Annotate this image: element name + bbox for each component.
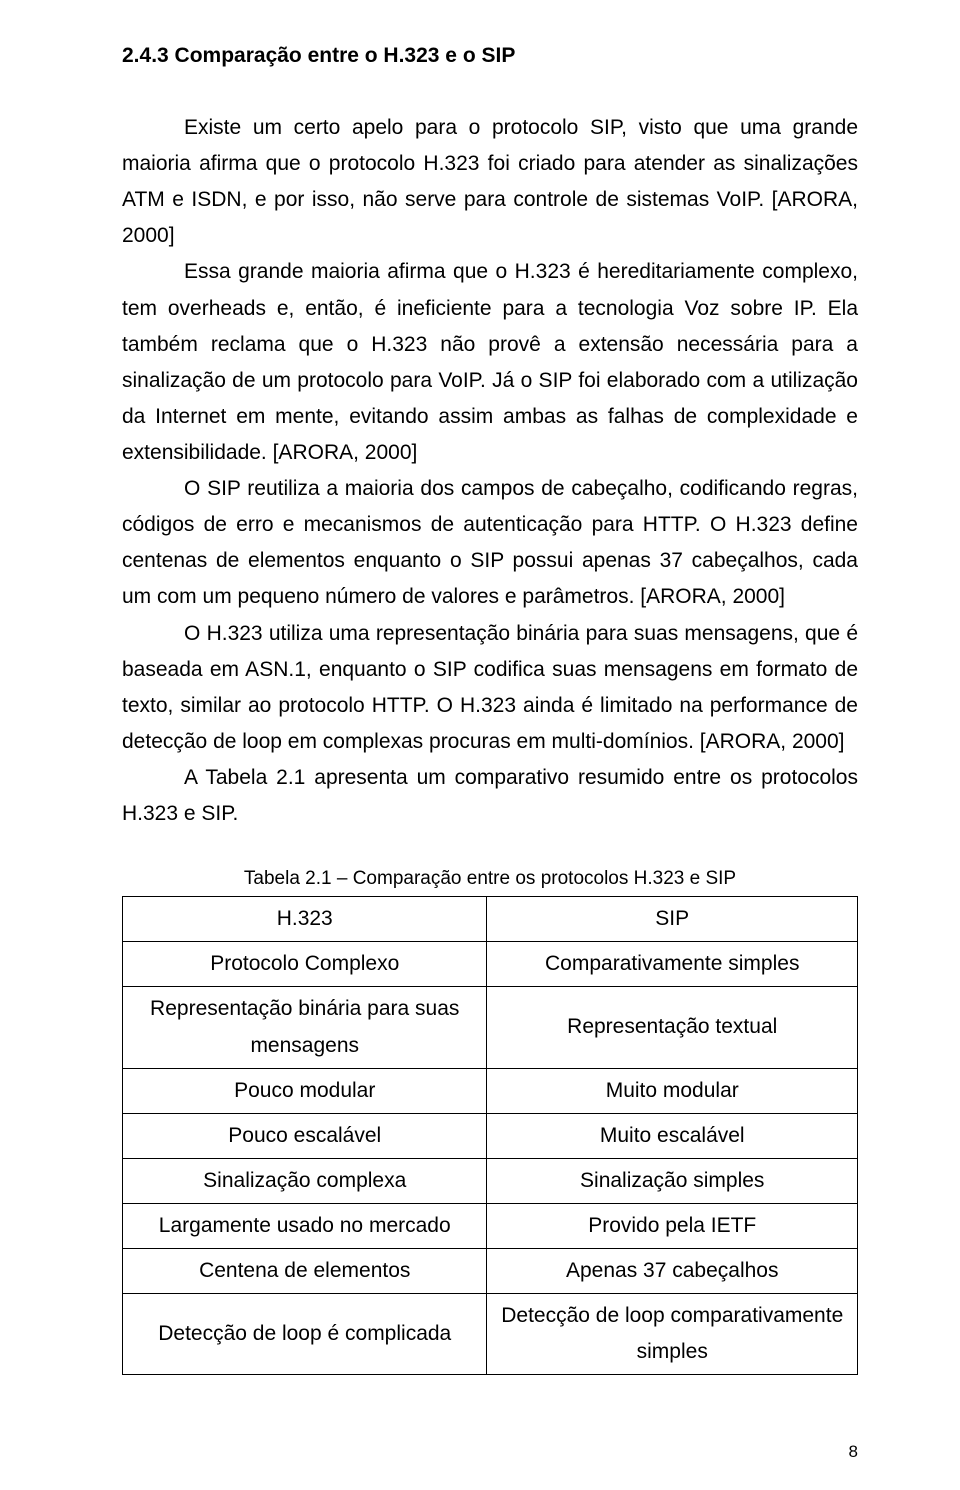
- table-cell: Detecção de loop é complicada: [123, 1294, 487, 1375]
- page: 2.4.3 Comparação entre o H.323 e o SIP E…: [0, 0, 960, 1490]
- table-cell: Provido pela IETF: [487, 1203, 858, 1248]
- table-row: Largamente usado no mercado Provido pela…: [123, 1203, 858, 1248]
- table-row: Pouco modular Muito modular: [123, 1068, 858, 1113]
- paragraph-5: A Tabela 2.1 apresenta um comparativo re…: [122, 760, 858, 832]
- table-cell: Comparativamente simples: [487, 942, 858, 987]
- table-header-h323: H.323: [123, 897, 487, 942]
- table-row: Pouco escalável Muito escalável: [123, 1113, 858, 1158]
- paragraph-1: Existe um certo apelo para o protocolo S…: [122, 110, 858, 254]
- table-row: Protocolo Complexo Comparativamente simp…: [123, 942, 858, 987]
- paragraph-3: O SIP reutiliza a maioria dos campos de …: [122, 471, 858, 615]
- table-row: Detecção de loop é complicada Detecção d…: [123, 1294, 858, 1375]
- table-cell: Pouco escalável: [123, 1113, 487, 1158]
- table-row: Representação binária para suas mensagen…: [123, 987, 858, 1068]
- table-cell: Detecção de loop comparativamente simple…: [487, 1294, 858, 1375]
- table-cell: Centena de elementos: [123, 1249, 487, 1294]
- table-header-sip: SIP: [487, 897, 858, 942]
- table-header-row: H.323 SIP: [123, 897, 858, 942]
- table-row: Centena de elementos Apenas 37 cabeçalho…: [123, 1249, 858, 1294]
- table-cell: Pouco modular: [123, 1068, 487, 1113]
- table-row: Sinalização complexa Sinalização simples: [123, 1158, 858, 1203]
- table-cell: Largamente usado no mercado: [123, 1203, 487, 1248]
- table-caption: Tabela 2.1 – Comparação entre os protoco…: [122, 868, 858, 890]
- table-cell: Sinalização complexa: [123, 1158, 487, 1203]
- table-cell: Muito modular: [487, 1068, 858, 1113]
- table-cell: Muito escalável: [487, 1113, 858, 1158]
- table-cell: Representação textual: [487, 987, 858, 1068]
- section-heading: 2.4.3 Comparação entre o H.323 e o SIP: [122, 44, 858, 68]
- table-cell: Protocolo Complexo: [123, 942, 487, 987]
- table-cell: Apenas 37 cabeçalhos: [487, 1249, 858, 1294]
- paragraph-2: Essa grande maioria afirma que o H.323 é…: [122, 254, 858, 471]
- page-number: 8: [849, 1442, 858, 1462]
- table-cell: Sinalização simples: [487, 1158, 858, 1203]
- paragraph-4: O H.323 utiliza uma representação binári…: [122, 616, 858, 760]
- table-cell: Representação binária para suas mensagen…: [123, 987, 487, 1068]
- comparison-table: H.323 SIP Protocolo Complexo Comparativa…: [122, 896, 858, 1375]
